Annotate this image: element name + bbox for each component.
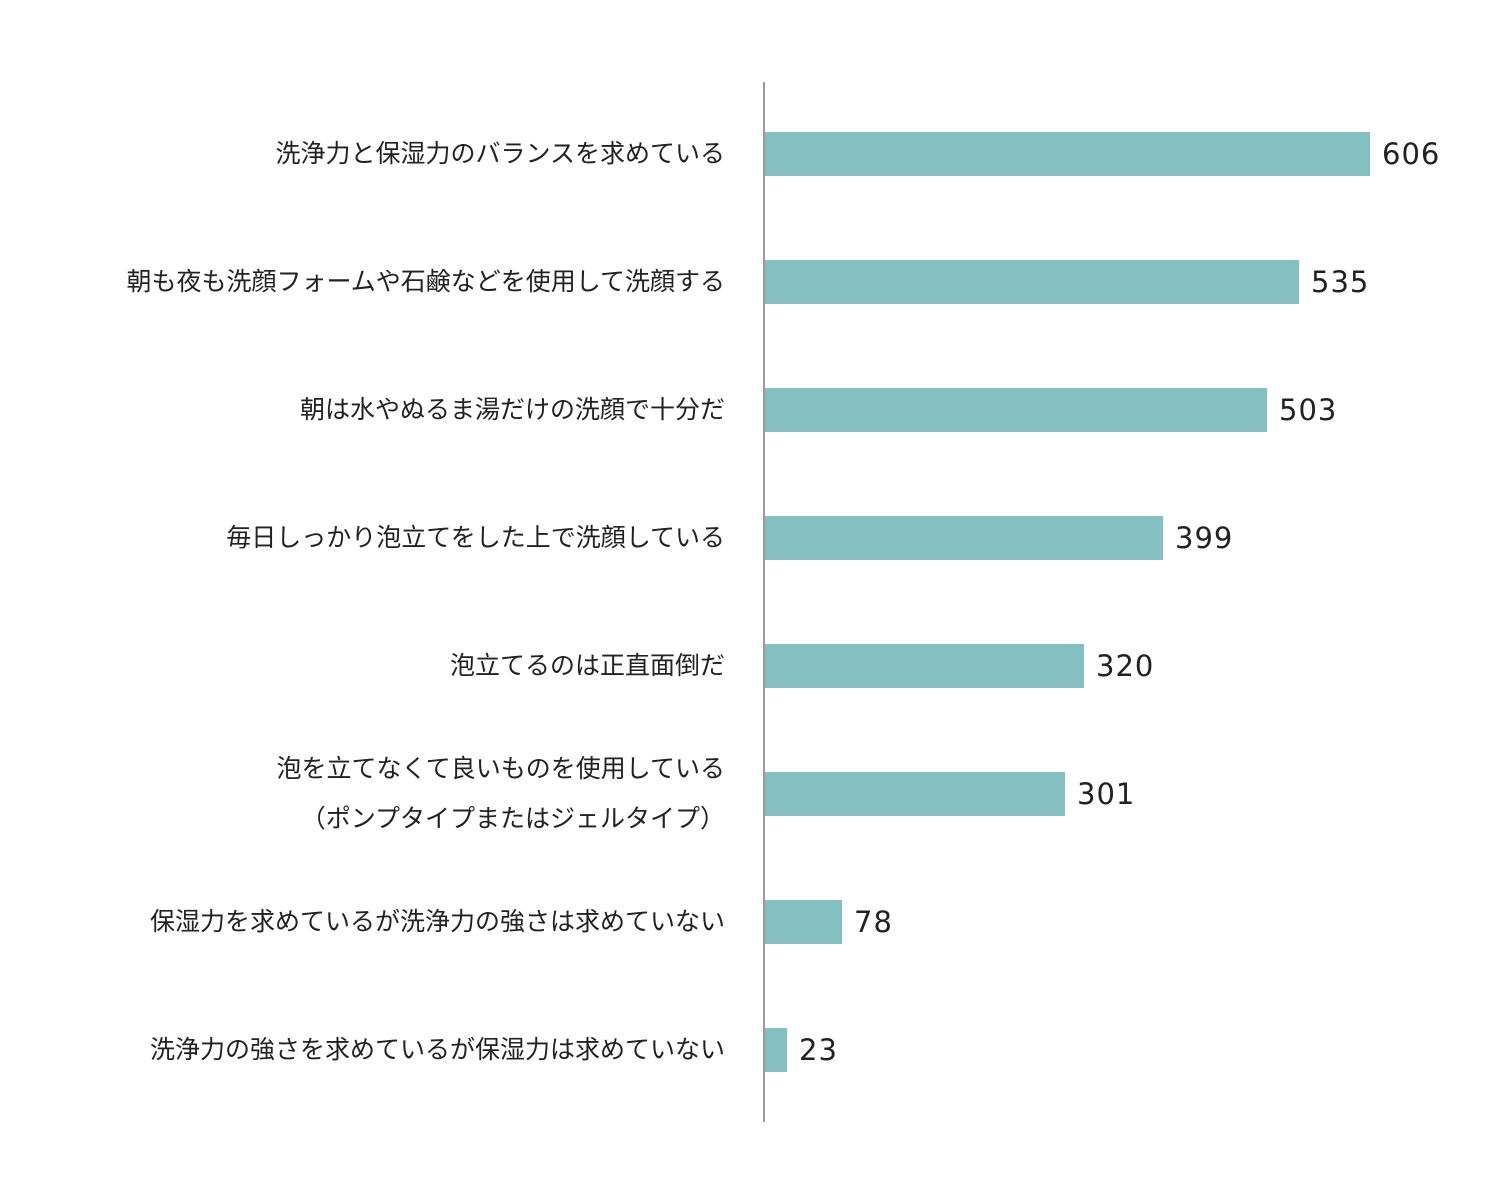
- value-label: 606: [1382, 137, 1440, 171]
- value-label: 535: [1311, 265, 1369, 299]
- value-label: 78: [854, 905, 893, 939]
- category-label: 毎日しっかり泡立てをした上で洗顔している: [226, 523, 725, 552]
- category-label: 朝も夜も洗顔フォームや石鹸などを使用して洗顔する: [126, 267, 725, 296]
- bar: [764, 900, 842, 944]
- value-labels-group: 606 535 503 399 320 301 78 23: [799, 137, 1440, 1067]
- value-label: 301: [1077, 777, 1135, 811]
- category-label: 洗浄力の強さを求めているが保湿力は求めていない: [150, 1035, 725, 1064]
- value-label: 399: [1175, 521, 1233, 555]
- category-labels-group: 洗浄力と保湿力のバランスを求めている朝も夜も洗顔フォームや石鹸などを使用して洗顔…: [126, 139, 725, 1064]
- category-label: 泡立てるのは正直面倒だ: [450, 651, 725, 680]
- bar: [764, 772, 1065, 816]
- value-label: 23: [799, 1033, 838, 1067]
- bar: [764, 516, 1163, 560]
- category-label: 泡を立てなくて良いものを使用している: [276, 754, 725, 783]
- value-label: 320: [1096, 649, 1154, 683]
- bar: [764, 132, 1370, 176]
- category-label: 保湿力を求めているが洗浄力の強さは求めていない: [150, 907, 725, 936]
- category-label: （ポンプタイプまたはジェルタイプ）: [301, 804, 725, 833]
- bar: [764, 260, 1299, 304]
- category-label: 朝は水やぬるま湯だけの洗顔で十分だ: [300, 395, 725, 424]
- bar: [764, 644, 1084, 688]
- bar: [764, 1028, 787, 1072]
- bars-group: [764, 132, 1370, 1072]
- value-label: 503: [1279, 393, 1337, 427]
- bar: [764, 388, 1267, 432]
- category-label: 洗浄力と保湿力のバランスを求めている: [275, 139, 725, 168]
